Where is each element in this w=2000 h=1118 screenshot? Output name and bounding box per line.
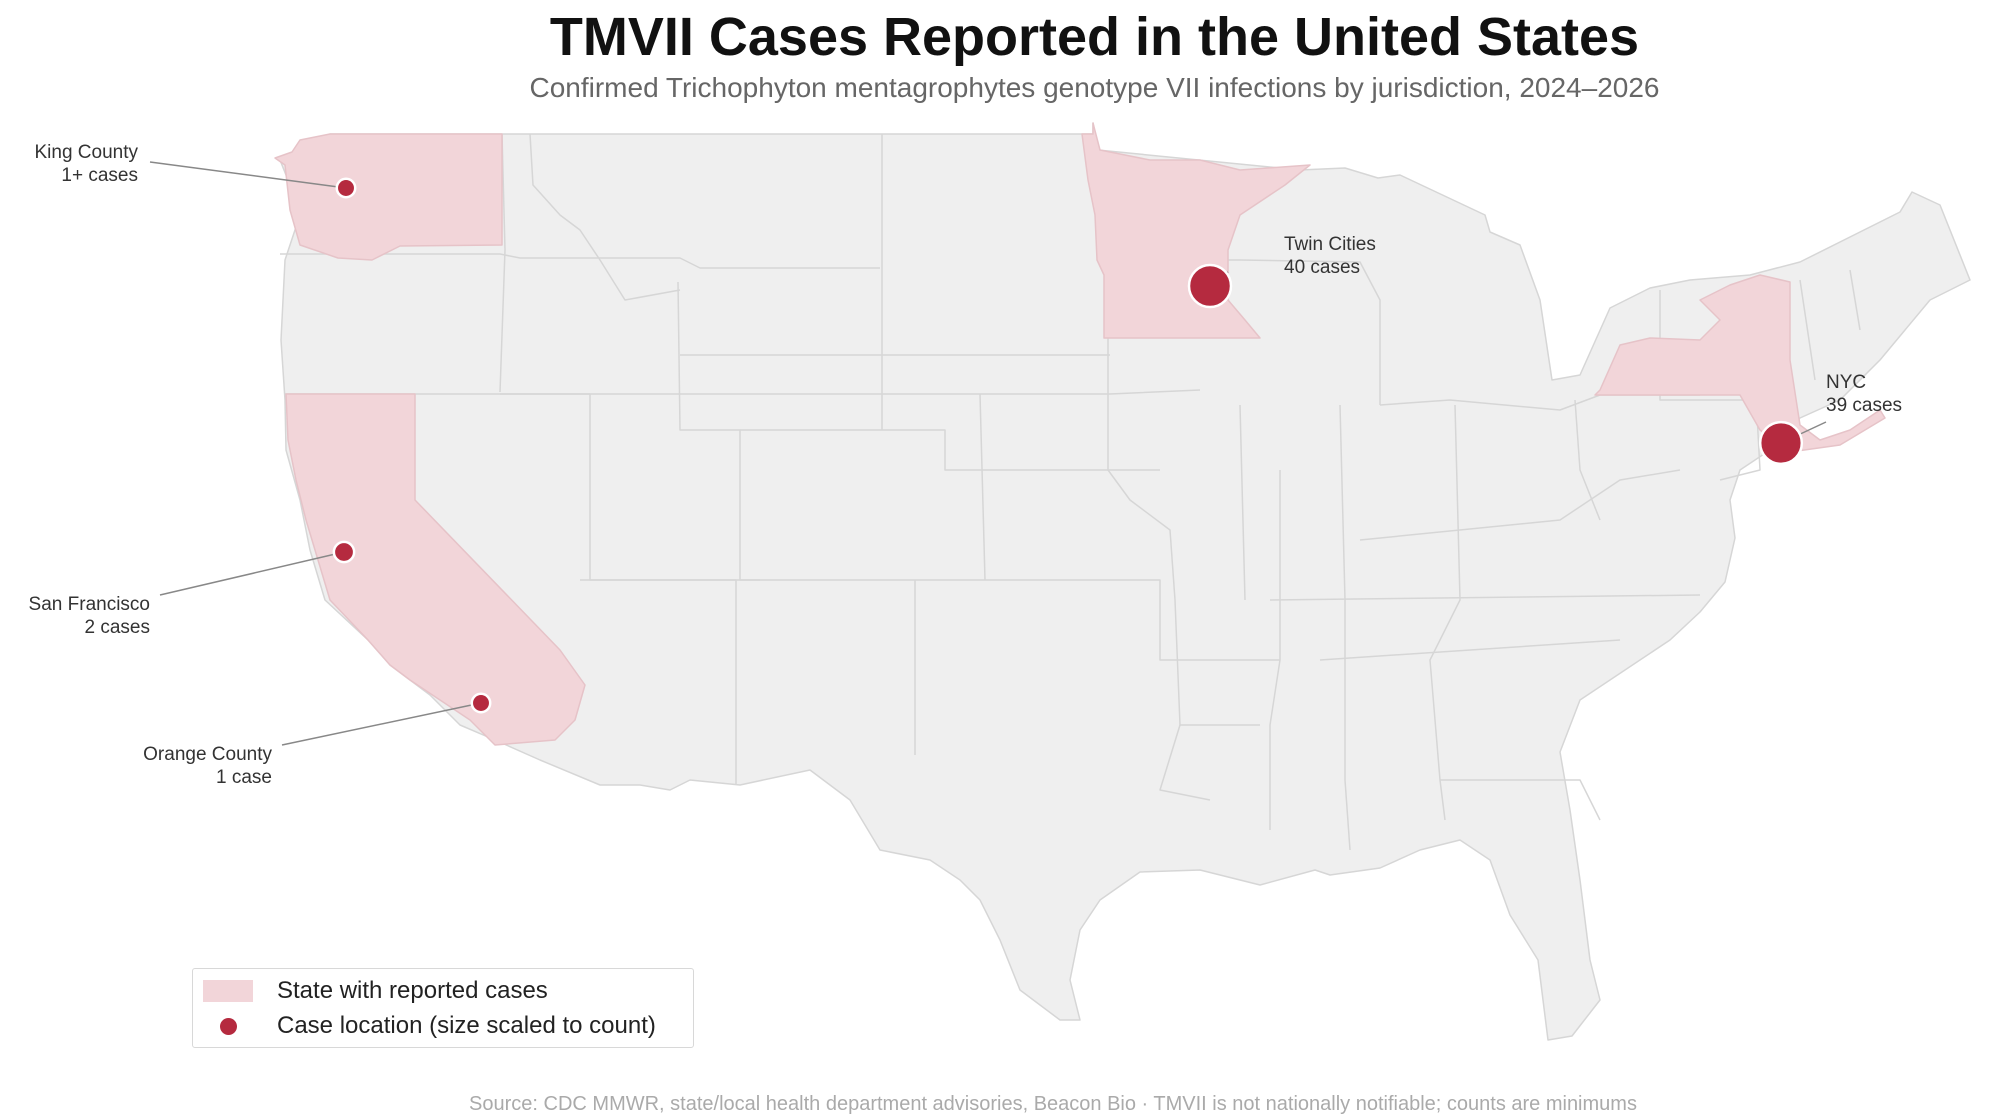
highlighted-states: [274, 122, 1886, 746]
leader-line: [281, 702, 482, 746]
legend-row-states: State with reported cases: [193, 974, 548, 1008]
map-title: TMVII Cases Reported in the United State…: [549, 7, 1640, 67]
california-state: [285, 393, 586, 746]
case-count-label: 1+ cases: [61, 165, 138, 186]
case-count-label: 1 case: [216, 767, 272, 788]
us-landmass: [279, 122, 1971, 1041]
case-markers-layer: [149, 161, 1827, 746]
new-york-state: [1594, 274, 1886, 453]
case-location-label: King County: [34, 142, 138, 163]
state-layer: [274, 122, 1971, 1041]
legend-marker-dot: [219, 1017, 237, 1035]
case-count-label: 39 cases: [1826, 395, 1902, 416]
leader-line: [149, 161, 347, 189]
case-location-label: Twin Cities: [1284, 234, 1376, 255]
legend-marker-label: Case location (size scaled to count): [277, 1012, 656, 1039]
case-marker: [470, 692, 492, 714]
case-location-label: Orange County: [143, 744, 272, 765]
state-borders: [280, 133, 1861, 851]
map-subtitle: Confirmed Trichophyton mentagrophytes ge…: [529, 72, 1660, 103]
case-marker: [1758, 420, 1804, 466]
case-count-label: 40 cases: [1284, 257, 1360, 278]
minnesota-state: [1081, 122, 1311, 339]
washington-state: [274, 133, 503, 261]
map-legend: State with reported cases Case location …: [192, 968, 694, 1048]
case-marker: [1187, 263, 1233, 309]
leader-line: [159, 551, 345, 596]
case-marker: [335, 177, 357, 199]
legend-states-label: State with reported cases: [277, 977, 548, 1004]
case-location-label: San Francisco: [29, 594, 150, 615]
legend-row-marker: Case location (size scaled to count): [193, 1009, 656, 1043]
case-location-label: NYC: [1826, 372, 1866, 393]
source-note: Source: CDC MMWR, state/local health dep…: [469, 1093, 1637, 1115]
case-marker: [332, 540, 356, 564]
legend-state-swatch: [203, 980, 253, 1002]
case-count-label: 2 cases: [85, 617, 150, 638]
